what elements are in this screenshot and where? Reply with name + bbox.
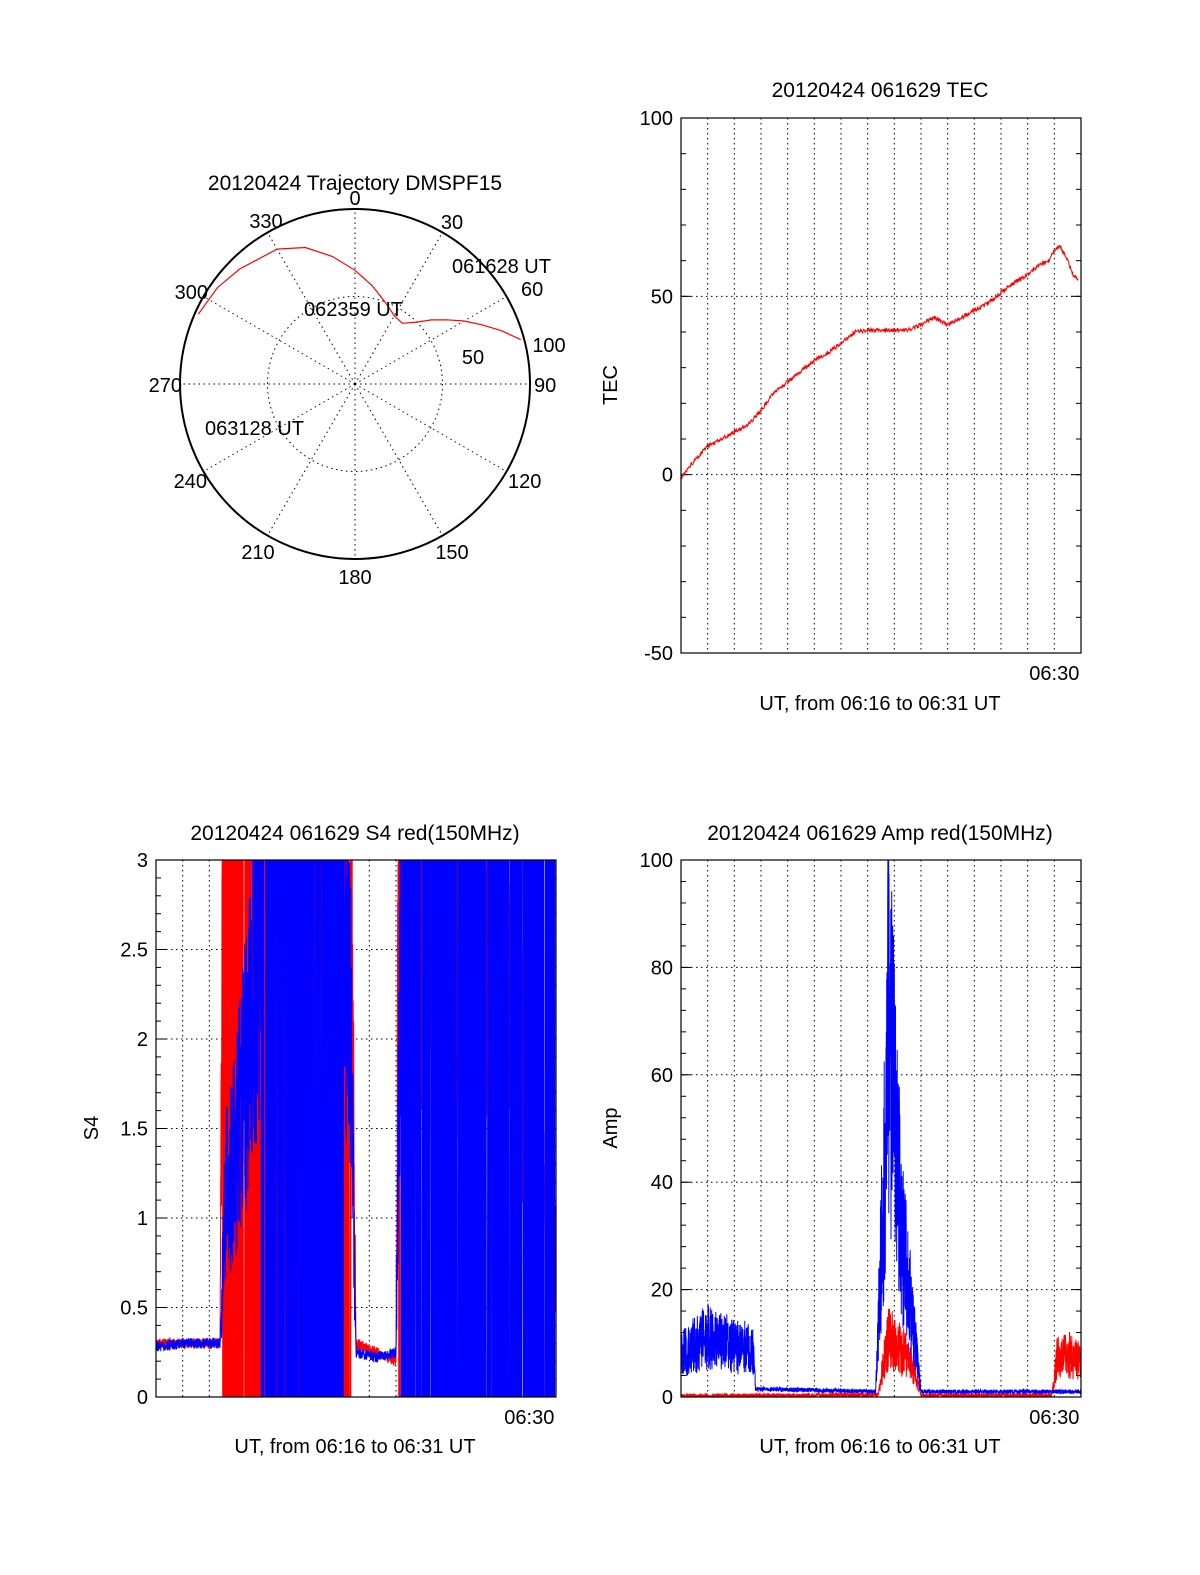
polar-spoke — [354, 296, 507, 385]
amp-chart: 20120424 061629 Amp red(150MHz) UT, from… — [600, 822, 1082, 1458]
y-tick-label: 0 — [137, 1387, 148, 1409]
trajectory-line — [197, 246, 521, 341]
polar-angle-label: 120 — [508, 471, 541, 493]
plot-frame — [680, 117, 1082, 654]
polar-angle-label: 60 — [521, 279, 543, 301]
polar-angle-label: 0 — [349, 188, 360, 210]
y-tick-label: -50 — [644, 643, 673, 665]
polar-radial-label: 100 — [532, 335, 565, 357]
plot-frame — [155, 859, 557, 1398]
polar-angle-label: 300 — [175, 282, 208, 304]
y-tick-label: 50 — [651, 286, 673, 308]
x-tick-label: 06:30 — [1029, 1407, 1079, 1429]
polar-spoke — [203, 383, 356, 472]
tec-xlabel: UT, from 06:16 to 06:31 UT — [759, 693, 1000, 715]
polar-angle-label: 180 — [338, 567, 371, 589]
y-tick-label: 1.5 — [120, 1119, 148, 1141]
y-tick-label: 100 — [640, 850, 673, 872]
trajectory-title: 20120424 Trajectory DMSPF15 — [208, 172, 502, 195]
polar-spoke — [203, 296, 356, 385]
y-tick-label: 0 — [662, 1387, 673, 1409]
tec-title: 20120424 061629 TEC — [772, 79, 989, 102]
y-tick-label: 60 — [651, 1065, 673, 1087]
trajectory-annotation: 061628 UT — [452, 256, 551, 278]
plot-frame — [680, 859, 1082, 1398]
polar-angle-label: 90 — [534, 375, 556, 397]
red-series-line — [681, 244, 1079, 481]
y-tick-label: 1 — [137, 1208, 148, 1230]
polar-spoke — [354, 383, 507, 472]
y-tick-label: 2.5 — [120, 940, 148, 962]
polar-spoke — [267, 383, 356, 536]
y-tick-label: 0 — [662, 465, 673, 487]
tec-ylabel: TEC — [600, 365, 622, 405]
polar-angle-label: 330 — [249, 211, 282, 233]
amp-ylabel: Amp — [600, 1107, 622, 1148]
amp-title: 20120424 061629 Amp red(150MHz) — [707, 822, 1053, 845]
y-tick-label: 20 — [651, 1280, 673, 1302]
polar-radial-label: 50 — [462, 347, 484, 369]
polar-spoke — [267, 232, 356, 385]
y-tick-label: 3 — [137, 850, 148, 872]
s4-ylabel: S4 — [81, 1116, 103, 1140]
polar-ring-50 — [267, 296, 443, 472]
polar-angle-label: 270 — [149, 375, 182, 397]
y-tick-label: 2 — [137, 1029, 148, 1051]
blue-series-line — [681, 860, 1081, 1396]
y-tick-label: 40 — [651, 1172, 673, 1194]
y-tick-label: 0.5 — [120, 1298, 148, 1320]
x-tick-label: 06:30 — [1029, 663, 1079, 685]
blue-series-line — [156, 860, 556, 1397]
polar-angle-label: 210 — [241, 542, 274, 564]
y-tick-label: 100 — [640, 108, 673, 130]
amp-xlabel: UT, from 06:16 to 06:31 UT — [759, 1436, 1000, 1458]
x-tick-label: 06:30 — [504, 1407, 554, 1429]
polar-outer-circle — [179, 208, 531, 560]
y-tick-label: 80 — [651, 957, 673, 979]
polar-angle-label: 240 — [174, 471, 207, 493]
polar-spoke — [354, 232, 443, 385]
trajectory-annotation: 063128 UT — [205, 418, 304, 440]
trajectory-annotation: 062359 UT — [304, 299, 403, 321]
s4-xlabel: UT, from 06:16 to 06:31 UT — [234, 1436, 475, 1458]
s4-chart: 20120424 061629 S4 red(150MHz) UT, from … — [81, 822, 557, 1458]
polar-spoke — [354, 383, 443, 536]
s4-title: 20120424 061629 S4 red(150MHz) — [190, 822, 519, 845]
red-series-line — [681, 1308, 1081, 1397]
tec-chart: 20120424 061629 TEC UT, from 06:16 to 06… — [600, 79, 1082, 715]
polar-angle-label: 30 — [441, 212, 463, 234]
trajectory-polar-chart: 20120424 Trajectory DMSPF15 0 30 60 90 120 15… — [149, 172, 566, 589]
polar-angle-label: 150 — [435, 542, 468, 564]
